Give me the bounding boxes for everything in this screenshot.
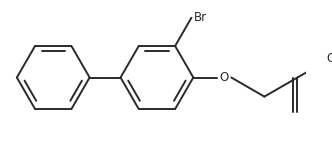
- Text: O: O: [326, 52, 332, 65]
- Text: O: O: [219, 71, 229, 84]
- Text: Br: Br: [194, 11, 207, 24]
